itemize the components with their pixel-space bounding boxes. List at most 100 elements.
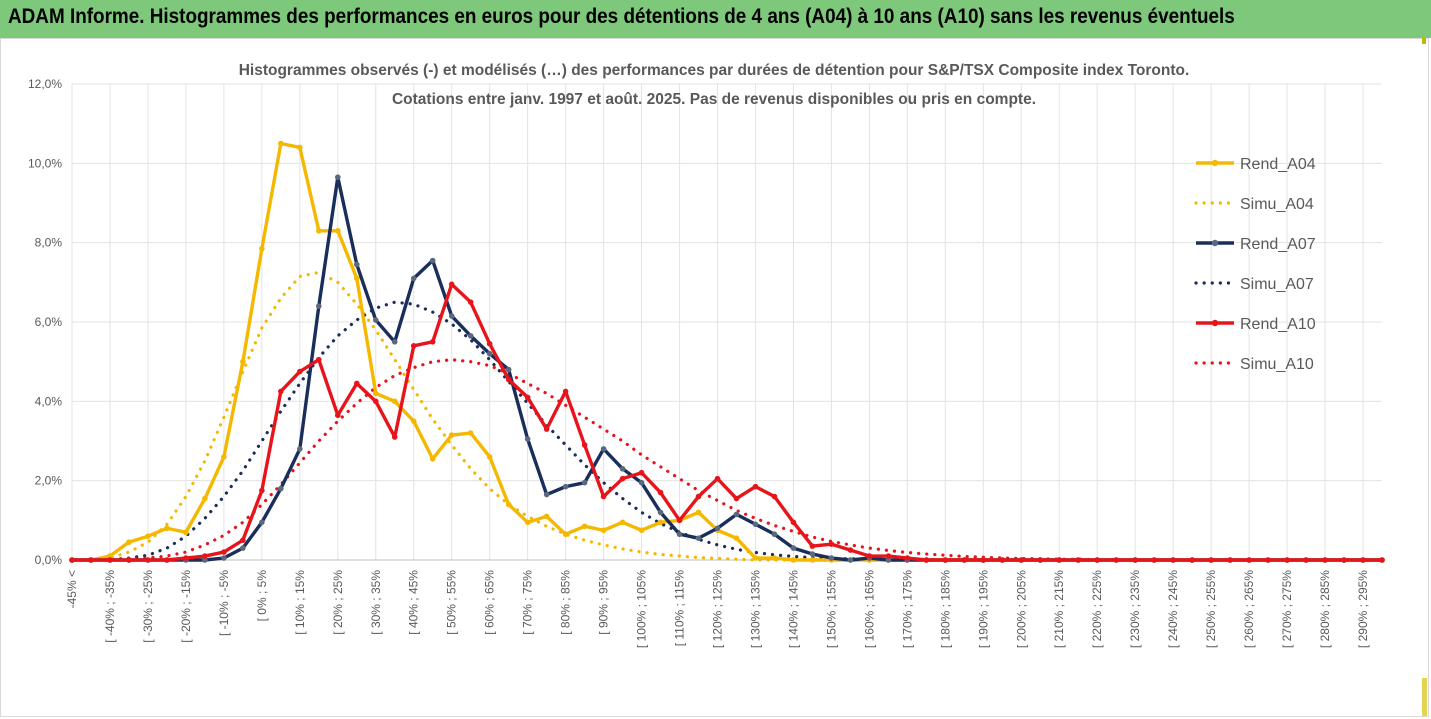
data-point-Rend_A10 — [410, 343, 417, 349]
data-point-Rend_A04 — [448, 432, 455, 438]
data-point-Rend_A10 — [600, 493, 607, 500]
data-point-Rend_A10 — [904, 555, 911, 561]
data-point-Rend_A04 — [202, 495, 208, 502]
data-point-Rend_A10 — [448, 281, 455, 288]
data-point-Rend_A10 — [1246, 557, 1252, 563]
chart-title-line-1: Histogrammes observés (-) et modélisés (… — [239, 62, 1190, 79]
data-point-Rend_A10 — [467, 299, 474, 305]
legend-entry-Simu_A10: Simu_A10 — [1194, 356, 1314, 373]
data-point-Rend_A10 — [942, 557, 949, 563]
data-point-Rend_A10 — [69, 557, 75, 563]
data-point-Rend_A04 — [353, 275, 360, 282]
series-Rend_A10 — [69, 281, 1385, 563]
data-point-Rend_A10 — [1265, 557, 1271, 563]
data-point-Rend_A04 — [733, 535, 740, 541]
data-point-Rend_A10 — [1075, 557, 1082, 563]
y-tick-label: 4,0% — [35, 394, 63, 408]
data-point-Rend_A10 — [1303, 557, 1309, 563]
data-point-Rend_A04 — [809, 557, 816, 563]
data-point-Rend_A04 — [638, 527, 645, 534]
data-point-Rend_A07 — [562, 483, 569, 490]
data-point-Rend_A10 — [1322, 557, 1328, 563]
data-point-Rend_A04 — [429, 456, 436, 462]
data-point-Rend_A07 — [410, 275, 417, 282]
data-point-Rend_A10 — [980, 557, 987, 563]
series-line-Rend_A07 — [72, 175, 1382, 562]
data-point-Rend_A04 — [145, 533, 151, 539]
y-tick-label: 6,0% — [35, 315, 63, 329]
y-axis: 0,0% 2,0% 4,0% 6,0% 8,0% 10,0% 12,0% — [28, 77, 62, 567]
data-point-Rend_A07 — [297, 446, 303, 452]
data-point-Rend_A10 — [790, 519, 797, 526]
data-point-Rend_A07 — [828, 555, 835, 561]
data-point-Rend_A10 — [486, 341, 493, 347]
legend-entry-Simu_A07: Simu_A07 — [1194, 276, 1314, 293]
legend-label: Rend_A04 — [1240, 156, 1316, 173]
data-point-Rend_A04 — [600, 527, 607, 534]
data-point-Rend_A10 — [391, 434, 398, 440]
data-point-Rend_A10 — [657, 489, 664, 496]
chart-frame-corner-top — [1422, 38, 1426, 44]
data-point-Rend_A07 — [714, 525, 721, 532]
data-point-Rend_A10 — [581, 442, 588, 448]
data-point-Rend_A10 — [1113, 557, 1119, 563]
x-tick-label: [ 250% ; 255% — [1204, 570, 1218, 648]
data-point-Rend_A07 — [581, 479, 588, 486]
data-point-Rend_A10 — [1151, 557, 1157, 563]
legend-label: Rend_A07 — [1240, 236, 1316, 253]
legend: Rend_A04 Simu_A04 Rend_A07 Simu_A07 Rend_A10… — [1194, 156, 1316, 373]
x-tick-label: [ 90% ; 95% — [597, 570, 611, 635]
data-point-Rend_A04 — [221, 454, 227, 460]
data-point-Rend_A10 — [714, 475, 721, 482]
x-tick-label: [ 20% ; 25% — [331, 570, 345, 635]
data-point-Rend_A07 — [353, 261, 360, 268]
x-tick-label: [ 140% ; 145% — [786, 570, 800, 648]
data-point-Rend_A07 — [790, 545, 797, 551]
data-point-Rend_A04 — [619, 519, 626, 526]
data-point-Rend_A10 — [1360, 557, 1366, 563]
data-point-Rend_A07 — [600, 446, 607, 452]
data-point-Rend_A10 — [107, 557, 113, 563]
chart-frame-corner-bottom — [1422, 678, 1427, 716]
data-point-Rend_A10 — [505, 376, 512, 383]
data-point-Rend_A07 — [372, 317, 379, 323]
legend-entry-Simu_A04: Simu_A04 — [1194, 196, 1314, 213]
data-point-Rend_A04 — [372, 390, 379, 397]
data-point-Rend_A07 — [524, 436, 531, 442]
data-point-Rend_A10 — [353, 380, 360, 387]
data-point-Rend_A04 — [467, 430, 474, 436]
data-point-Rend_A10 — [164, 557, 170, 563]
x-tick-label: [ 240% ; 245% — [1166, 570, 1180, 648]
data-point-Rend_A10 — [961, 557, 968, 563]
x-tick-label: [ 170% ; 175% — [900, 570, 914, 648]
data-point-Rend_A07 — [486, 350, 493, 357]
x-tick-label: [ -10% ; -5% — [217, 570, 231, 636]
data-point-Rend_A10 — [638, 469, 645, 476]
data-point-Rend_A04 — [543, 513, 550, 520]
data-point-Rend_A10 — [676, 517, 683, 524]
data-point-Rend_A10 — [619, 475, 626, 482]
x-tick-label: [ 160% ; 165% — [862, 570, 876, 648]
data-point-Rend_A10 — [202, 553, 208, 559]
x-tick-label: [ 130% ; 135% — [748, 570, 762, 648]
x-tick-label: [ -30% ; -25% — [141, 570, 155, 643]
data-point-Rend_A10 — [126, 557, 132, 563]
x-tick-label: [ 30% ; 35% — [369, 570, 383, 635]
x-tick-label: [ 230% ; 235% — [1128, 570, 1142, 648]
data-point-Rend_A10 — [1094, 557, 1101, 563]
x-tick-label: [ 260% ; 265% — [1242, 570, 1256, 648]
x-tick-label: [ 60% ; 65% — [483, 570, 497, 635]
data-point-Rend_A04 — [486, 454, 493, 460]
data-point-Rend_A10 — [809, 543, 816, 549]
data-point-Rend_A07 — [676, 531, 683, 538]
x-tick-label: [ 280% ; 285% — [1318, 570, 1332, 648]
legend-label: Simu_A10 — [1240, 356, 1314, 373]
data-point-Rend_A10 — [923, 557, 930, 563]
x-tick-label: [ -20% ; -15% — [179, 570, 193, 643]
data-point-Rend_A07 — [733, 511, 740, 518]
data-point-Rend_A07 — [429, 257, 436, 264]
legend-marker — [1211, 159, 1219, 167]
data-point-Rend_A10 — [524, 394, 531, 401]
x-tick-label: [ 290% ; 295% — [1356, 570, 1370, 648]
x-tick-label: -45% < — [65, 570, 79, 608]
